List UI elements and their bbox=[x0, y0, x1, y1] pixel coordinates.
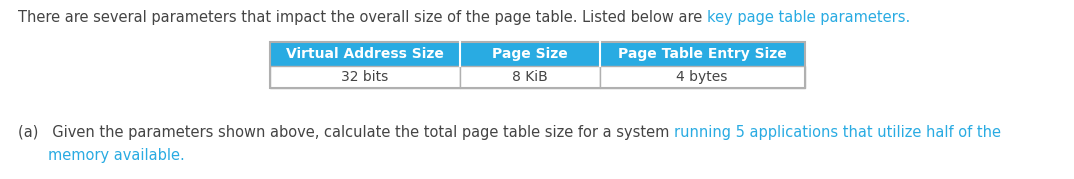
Bar bbox=[460, 42, 599, 66]
Bar bbox=[599, 66, 804, 88]
Text: There are several parameters that impact the overall size of the page table. Lis: There are several parameters that impact… bbox=[18, 10, 707, 25]
Text: Page Table Entry Size: Page Table Entry Size bbox=[618, 47, 786, 61]
Text: 4 bytes: 4 bytes bbox=[677, 70, 728, 84]
Bar bbox=[270, 66, 460, 88]
Bar bbox=[270, 42, 804, 88]
Text: (a)   Given the parameters shown above, calculate the total page table size for : (a) Given the parameters shown above, ca… bbox=[18, 125, 674, 140]
Bar bbox=[270, 42, 460, 66]
Text: Virtual Address Size: Virtual Address Size bbox=[286, 47, 444, 61]
Text: running 5 applications that utilize half of the: running 5 applications that utilize half… bbox=[674, 125, 1001, 140]
Bar bbox=[599, 42, 804, 66]
Text: Page Size: Page Size bbox=[492, 47, 567, 61]
Text: memory available.: memory available. bbox=[48, 148, 185, 163]
Text: 8 KiB: 8 KiB bbox=[511, 70, 548, 84]
Text: key page table parameters.: key page table parameters. bbox=[707, 10, 910, 25]
Bar bbox=[460, 66, 599, 88]
Text: 32 bits: 32 bits bbox=[340, 70, 388, 84]
